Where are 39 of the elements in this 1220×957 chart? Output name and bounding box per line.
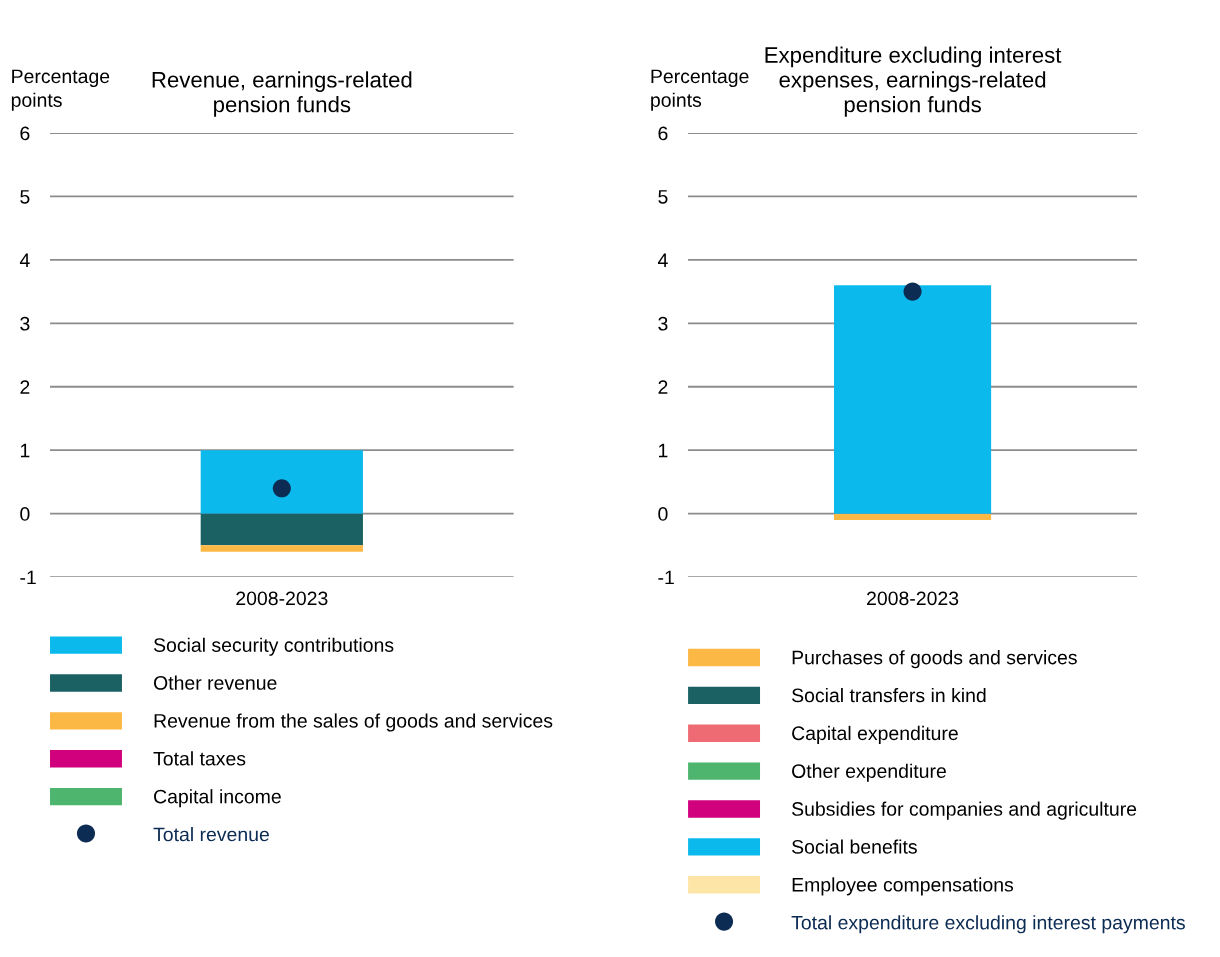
y-tick-label: 1 — [20, 443, 30, 458]
chart-title: Expenditure excluding interest expenses, earnings-related pension funds — [765, 46, 1062, 117]
legend-label: Social benefits — [792, 839, 917, 854]
x-tick-label: 2008-2023 — [236, 591, 328, 606]
y-tick-label: 5 — [20, 190, 30, 204]
legend-label: Social transfers in kind — [792, 687, 986, 703]
chart-title: Revenue, earnings-related pension funds — [152, 71, 412, 117]
y-tick-label: 3 — [20, 316, 30, 331]
text: Total expenditure excluding interest payments — [791, 915, 1185, 934]
legend-label: Capital expenditure — [792, 725, 958, 744]
y-tick-label: 6 — [20, 126, 30, 141]
y-tick-label: 1 — [659, 443, 668, 458]
legend-label: Capital income — [154, 789, 281, 808]
bar — [200, 450, 363, 514]
bar — [200, 545, 363, 552]
legend-label: Subsidies for companies and agriculture — [792, 801, 1137, 820]
y-tick-label: 2 — [20, 380, 30, 394]
y-tick-label: 4 — [657, 253, 668, 267]
x-tick-label: 2008-2023 — [867, 591, 959, 606]
y-tick-label: 0 — [20, 507, 30, 521]
y-tick-label: -1 — [658, 570, 674, 585]
legend-label: Purchases of goods and services — [792, 650, 1077, 669]
y-tick-label: 4 — [19, 253, 30, 267]
y-axis-title: Percentage points — [11, 69, 110, 111]
legend-label: Other expenditure — [792, 763, 946, 782]
y-tick-label: 5 — [658, 190, 668, 204]
text: Total revenue — [153, 827, 269, 842]
legend-label: Total taxes — [153, 751, 246, 766]
bar — [200, 513, 363, 546]
legend-label: Employee compensations — [792, 877, 1014, 896]
y-tick-label: 2 — [658, 380, 668, 394]
y-axis-title: Percentage points — [651, 69, 749, 111]
y-tick-label: 3 — [658, 316, 668, 331]
legend-label: Revenue from the sales of goods and services — [154, 713, 553, 732]
legend-label: Social security contributions — [153, 637, 394, 656]
y-tick-label: 6 — [658, 126, 668, 141]
y-tick-label: 0 — [658, 507, 668, 521]
legend-label: Other revenue — [154, 675, 277, 690]
y-tick-label: -1 — [20, 570, 36, 585]
